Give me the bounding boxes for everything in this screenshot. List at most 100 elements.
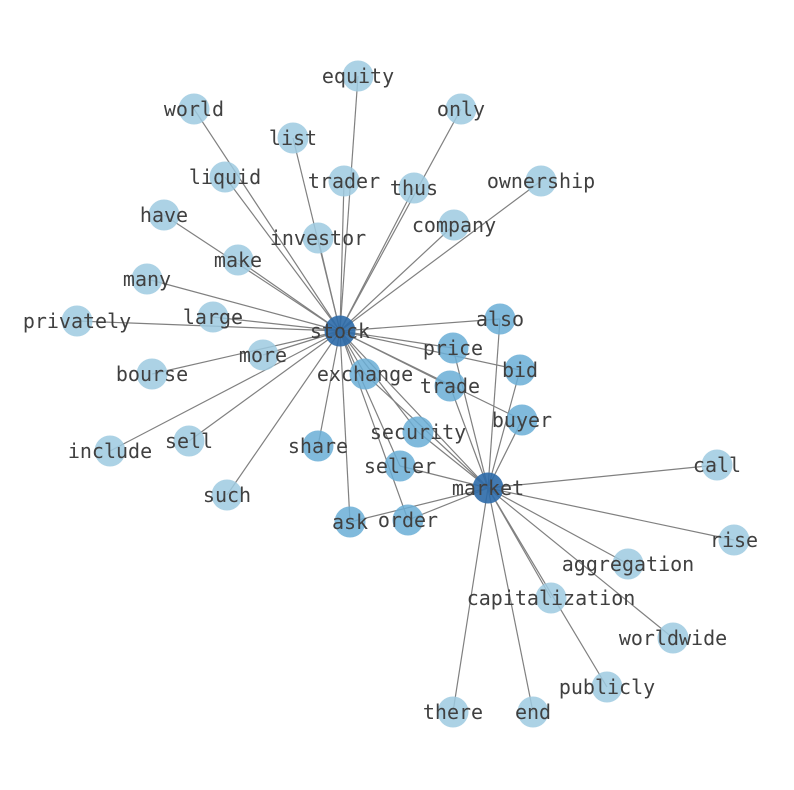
node-stock — [324, 315, 356, 347]
node-label-make: make — [214, 248, 262, 272]
node-label-only: only — [437, 97, 485, 121]
node-label-many: many — [123, 267, 171, 291]
node-investor — [302, 222, 334, 254]
edge-market-rise — [487, 487, 735, 541]
edge-market-ask — [349, 487, 489, 523]
node-label-bourse: bourse — [116, 362, 188, 386]
node-label-ask: ask — [332, 510, 368, 534]
node-publicly — [591, 671, 623, 703]
node-price — [437, 332, 469, 364]
node-such — [211, 479, 243, 511]
edges-layer — [76, 75, 735, 713]
edge-stock-bourse — [151, 330, 341, 375]
node-many — [131, 263, 163, 295]
node-label-there: there — [423, 700, 483, 724]
node-privately — [61, 305, 93, 337]
edge-market-worldwide — [487, 487, 674, 639]
edge-stock-have — [163, 214, 341, 332]
node-bourse — [136, 358, 168, 390]
node-label-rise: rise — [710, 528, 758, 552]
node-label-also: also — [476, 307, 524, 331]
node-label-liquid: liquid — [189, 165, 261, 189]
node-label-company: company — [412, 213, 496, 237]
node-label-privately: privately — [23, 309, 131, 333]
node-label-price: price — [423, 336, 483, 360]
edge-stock-such — [226, 330, 341, 496]
node-label-buyer: buyer — [492, 408, 552, 432]
node-label-sell: sell — [165, 429, 213, 453]
node-label-trade: trade — [420, 374, 480, 398]
node-aggregation — [612, 548, 644, 580]
node-thus — [398, 172, 430, 204]
node-there — [437, 696, 469, 728]
node-company — [438, 209, 470, 241]
node-label-stock: stock — [310, 319, 370, 343]
node-label-order: order — [378, 508, 438, 532]
node-label-include: include — [68, 439, 152, 463]
edge-stock-investor — [317, 237, 341, 332]
node-list — [277, 122, 309, 154]
node-buyer — [506, 404, 538, 436]
edge-stock-large — [212, 316, 341, 332]
node-label-such: such — [203, 483, 251, 507]
node-equity — [342, 60, 374, 92]
node-label-investor: investor — [270, 226, 366, 250]
edge-market-there — [452, 487, 489, 713]
node-label-have: have — [140, 203, 188, 227]
node-label-publicly: publicly — [559, 675, 655, 699]
node-include — [94, 435, 126, 467]
node-security — [402, 416, 434, 448]
edge-stock-liquid — [224, 176, 341, 332]
node-label-call: call — [693, 453, 741, 477]
edge-stock-ask — [339, 330, 351, 523]
node-end — [517, 696, 549, 728]
edge-market-bid — [487, 369, 521, 489]
node-bid — [504, 354, 536, 386]
node-label-bid: bid — [502, 358, 538, 382]
node-make — [222, 244, 254, 276]
node-have — [148, 199, 180, 231]
node-label-large: large — [183, 305, 243, 329]
edge-stock-ownership — [339, 180, 542, 332]
edge-stock-trader — [339, 180, 345, 332]
node-market — [472, 472, 504, 504]
node-label-market: market — [452, 476, 524, 500]
edge-stock-buyer — [339, 330, 523, 421]
edge-stock-only — [339, 108, 462, 332]
node-ask — [334, 506, 366, 538]
node-label-share: share — [288, 434, 348, 458]
node-label-ownership: ownership — [487, 169, 595, 193]
node-label-world: world — [164, 97, 224, 121]
node-label-exchange: exchange — [317, 362, 413, 386]
edge-stock-thus — [339, 187, 415, 332]
edge-market-price — [452, 347, 489, 489]
nodes-layer — [61, 60, 750, 728]
edge-stock-bid — [339, 330, 521, 371]
node-label-equity: equity — [322, 64, 394, 88]
edge-stock-price — [339, 330, 454, 349]
edge-stock-many — [146, 278, 341, 332]
node-sell — [173, 425, 205, 457]
edge-stock-order — [339, 330, 409, 521]
node-label-aggregation: aggregation — [562, 552, 694, 576]
node-world — [178, 93, 210, 125]
edge-market-aggregation — [487, 487, 629, 565]
node-more — [247, 339, 279, 371]
node-only — [445, 93, 477, 125]
edge-stock-sell — [188, 330, 341, 442]
node-call — [701, 449, 733, 481]
node-label-list: list — [269, 126, 317, 150]
node-label-end: end — [515, 700, 551, 724]
node-capitalization — [535, 582, 567, 614]
labels-layer: stock market equity world only list liquid trad… — [23, 64, 758, 724]
node-also — [484, 303, 516, 335]
edge-stock-include — [109, 330, 341, 452]
edge-stock-world — [193, 108, 341, 332]
edge-stock-make — [237, 259, 341, 332]
edge-stock-share — [317, 330, 341, 447]
node-trade — [434, 370, 466, 402]
node-label-security: security — [370, 420, 466, 444]
node-share — [302, 430, 334, 462]
edge-market-end — [487, 487, 534, 713]
